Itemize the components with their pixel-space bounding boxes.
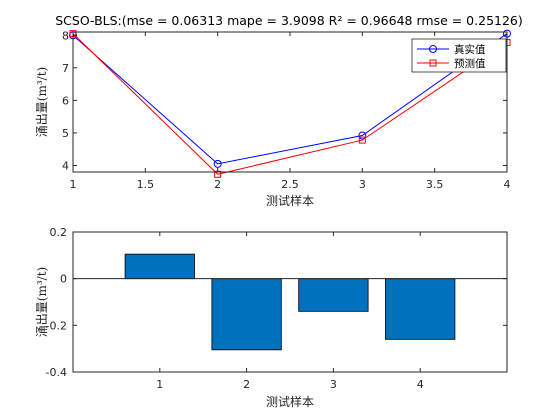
x-tick-label: 3 [330,378,337,391]
y-tick-label: 0 [60,273,67,286]
y-tick-label: 0.2 [50,226,68,239]
plot-frame-bottom [72,231,508,373]
chart-title: SCSO-BLS:(mse = 0.06313 mape = 3.9098 R²… [55,13,523,28]
data-point [358,131,367,140]
y-tick-label: 5 [62,127,69,140]
bar-3 [298,278,369,312]
y-axis-label: 涌出量(m³/t) [35,67,49,137]
y-tick-label: 7 [62,62,69,75]
legend-item-predicted: 预测值 [417,57,486,70]
data-point [358,136,366,144]
legend-item-actual: 真实值 [417,43,486,56]
x-tick-label: 1 [156,378,163,391]
data-point [213,159,222,168]
series-line-2 [72,33,508,175]
bar-1 [124,253,195,280]
x-tick-label: 1.5 [137,178,155,191]
series-line-1 [72,33,508,165]
x-tick-label: 2 [243,378,250,391]
x-tick-label: 4 [504,178,511,191]
bar-chart-panel: 1 2 3 4 -0.4 -0.2 0 0.2 测试样本 涌出量(m³/t) [35,226,508,409]
y-tick-label: -0.4 [46,366,67,379]
x-tick-label: 2 [214,178,221,191]
legend-marker-actual [429,45,437,53]
bar-2 [211,278,282,351]
y-tick-label: 6 [62,94,69,107]
x-tick-label: 3.5 [426,178,444,191]
line-chart-panel: SCSO-BLS:(mse = 0.06313 mape = 3.9098 R²… [35,13,523,208]
legend-label-predicted: 预测值 [454,57,486,70]
x-tick-label: 2.5 [281,178,299,191]
x-axis-label: 测试样本 [266,193,314,208]
bar-4 [385,278,456,340]
x-tick-label: 4 [417,378,424,391]
legend-box [411,38,507,73]
y-axis-label-bottom: 涌出量(m³/t) [35,267,49,337]
y-tick-label: -0.2 [46,319,67,332]
x-tick-label: 1 [70,178,77,191]
legend: 真实值 预测值 [411,38,507,73]
x-axis-label-bottom: 测试样本 [266,394,314,409]
bar-chart-axes: 1 2 3 4 -0.4 -0.2 0 0.2 [46,226,508,391]
line-chart-axes: 1 1.5 2 2.5 3 3.5 4 4 5 6 7 8 [62,29,511,191]
y-tick-label: 8 [62,29,69,42]
line-series-group [69,29,511,178]
x-tick-label: 3 [359,178,366,191]
legend-marker-predicted [429,59,437,67]
y-tick-label: 4 [62,159,69,172]
legend-label-actual: 真实值 [454,43,486,56]
